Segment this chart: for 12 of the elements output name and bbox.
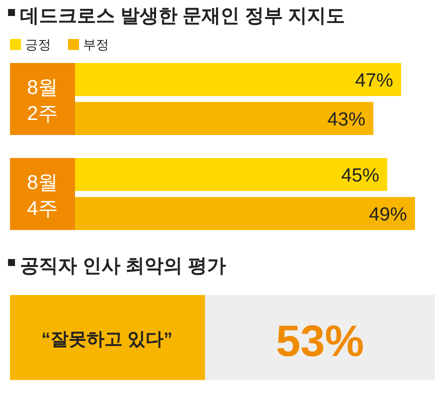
text: 공직자 인사 최악의 평가 [20,256,226,277]
data-label: 49% [368,204,408,226]
legend-label: 부정 [83,37,109,52]
text: 53% [276,317,364,366]
y-tick-label: 8월 2주 [26,77,58,125]
data-label: 45% [341,166,380,186]
chart-title: 데드크로스 발생한 문재인 정부 지지도 [20,6,346,27]
y-tick-label: 8월 4주 [26,172,58,220]
legend-label: 긍정 [25,37,51,52]
text: “잘못하고 있다” [41,329,173,349]
data-label: 47% [355,70,394,92]
data-label: 43% [327,110,366,130]
